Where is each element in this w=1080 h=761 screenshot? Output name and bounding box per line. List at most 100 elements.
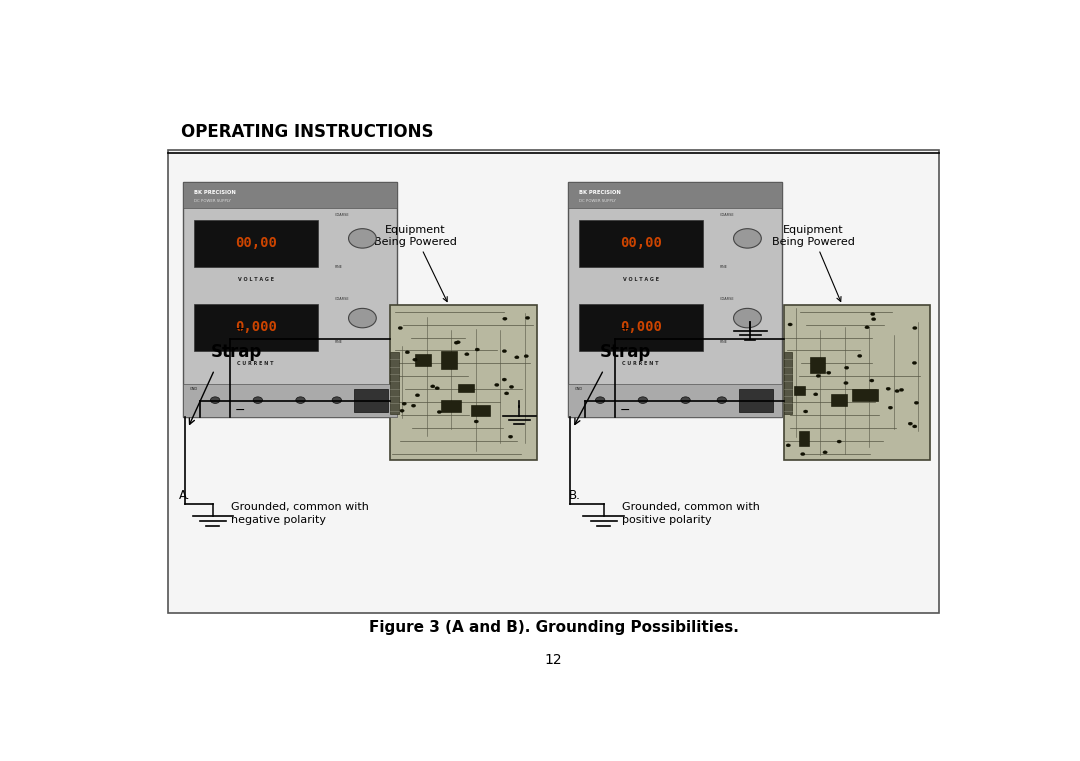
Text: GND: GND xyxy=(189,387,198,390)
Circle shape xyxy=(804,410,808,413)
Text: Grounded, common with: Grounded, common with xyxy=(231,502,369,512)
Circle shape xyxy=(913,425,917,428)
Text: 00,00: 00,00 xyxy=(234,236,276,250)
Circle shape xyxy=(399,326,403,330)
Bar xyxy=(739,389,773,412)
Text: V O L T A G E: V O L T A G E xyxy=(238,277,273,282)
Text: Equipment
Being Powered: Equipment Being Powered xyxy=(374,225,457,301)
Text: A.: A. xyxy=(178,489,190,502)
Circle shape xyxy=(475,348,480,351)
Text: DC POWER SUPPLY: DC POWER SUPPLY xyxy=(193,199,231,203)
Circle shape xyxy=(816,374,821,377)
Circle shape xyxy=(431,385,435,388)
Circle shape xyxy=(416,393,420,396)
Text: B.: B. xyxy=(568,489,580,502)
Bar xyxy=(794,387,805,394)
Circle shape xyxy=(733,229,761,248)
Circle shape xyxy=(464,352,469,355)
Circle shape xyxy=(211,396,220,403)
Circle shape xyxy=(837,440,841,443)
Bar xyxy=(810,357,824,373)
Circle shape xyxy=(402,402,406,406)
Bar xyxy=(568,384,782,416)
Circle shape xyxy=(413,358,417,361)
Circle shape xyxy=(405,351,409,354)
Text: BK PRECISION: BK PRECISION xyxy=(579,190,621,195)
Circle shape xyxy=(733,308,761,328)
Text: 12: 12 xyxy=(544,653,563,667)
Circle shape xyxy=(870,313,875,316)
Circle shape xyxy=(504,392,509,395)
Bar xyxy=(579,220,703,266)
Bar xyxy=(784,352,793,414)
Circle shape xyxy=(525,317,529,320)
Circle shape xyxy=(502,378,507,381)
Text: C U R R E N T: C U R R E N T xyxy=(238,361,274,366)
Bar xyxy=(168,150,939,613)
Circle shape xyxy=(349,229,376,248)
Circle shape xyxy=(813,393,818,396)
Circle shape xyxy=(858,355,862,358)
Text: COARSE: COARSE xyxy=(335,298,349,301)
Circle shape xyxy=(437,410,442,413)
Text: 0,000: 0,000 xyxy=(234,320,276,335)
Text: GND: GND xyxy=(575,387,583,390)
Circle shape xyxy=(843,381,848,384)
Bar xyxy=(415,354,431,366)
Circle shape xyxy=(717,396,727,403)
Bar xyxy=(184,182,396,416)
Circle shape xyxy=(524,355,528,358)
Bar xyxy=(184,384,396,416)
Text: COARSE: COARSE xyxy=(719,298,734,301)
Bar xyxy=(471,406,489,416)
Circle shape xyxy=(595,396,605,403)
Circle shape xyxy=(515,356,519,359)
Text: positive polarity: positive polarity xyxy=(622,514,712,524)
Bar xyxy=(458,384,474,392)
Circle shape xyxy=(886,387,890,390)
Circle shape xyxy=(888,406,893,409)
Circle shape xyxy=(638,396,648,403)
Text: +: + xyxy=(234,322,245,335)
Circle shape xyxy=(400,409,404,412)
Text: C U R R E N T: C U R R E N T xyxy=(622,361,659,366)
Bar xyxy=(568,182,782,208)
Bar xyxy=(390,352,400,414)
Bar xyxy=(442,352,457,369)
Circle shape xyxy=(872,317,876,320)
Circle shape xyxy=(845,366,849,369)
Text: FINE: FINE xyxy=(335,339,342,343)
Circle shape xyxy=(826,371,831,374)
Text: OPERATING INSTRUCTIONS: OPERATING INSTRUCTIONS xyxy=(181,123,433,141)
Text: negative polarity: negative polarity xyxy=(231,514,326,524)
Text: −: − xyxy=(234,404,245,417)
Text: Strap: Strap xyxy=(599,343,651,361)
Circle shape xyxy=(296,396,306,403)
Circle shape xyxy=(502,317,508,320)
Circle shape xyxy=(349,308,376,328)
Bar xyxy=(579,304,703,351)
Circle shape xyxy=(495,384,499,387)
Bar xyxy=(441,400,461,412)
Text: −: − xyxy=(619,404,630,417)
Text: DC POWER SUPPLY: DC POWER SUPPLY xyxy=(579,199,616,203)
Bar xyxy=(784,305,930,460)
Text: Equipment
Being Powered: Equipment Being Powered xyxy=(771,225,854,301)
Circle shape xyxy=(502,349,507,352)
Text: V O L T A G E: V O L T A G E xyxy=(623,277,659,282)
Bar xyxy=(568,182,782,416)
Circle shape xyxy=(895,390,900,393)
Text: FINE: FINE xyxy=(719,339,728,343)
Text: 00,00: 00,00 xyxy=(620,236,662,250)
Circle shape xyxy=(435,387,440,390)
Bar xyxy=(354,389,388,412)
Circle shape xyxy=(509,435,513,438)
Circle shape xyxy=(913,326,917,330)
Text: Strap: Strap xyxy=(211,343,261,361)
Text: +: + xyxy=(619,322,630,335)
Text: Figure 3 (A and B). Grounding Possibilities.: Figure 3 (A and B). Grounding Possibilit… xyxy=(368,620,739,635)
Circle shape xyxy=(915,401,919,404)
Circle shape xyxy=(456,341,460,344)
Text: BK PRECISION: BK PRECISION xyxy=(193,190,235,195)
Circle shape xyxy=(474,420,478,423)
